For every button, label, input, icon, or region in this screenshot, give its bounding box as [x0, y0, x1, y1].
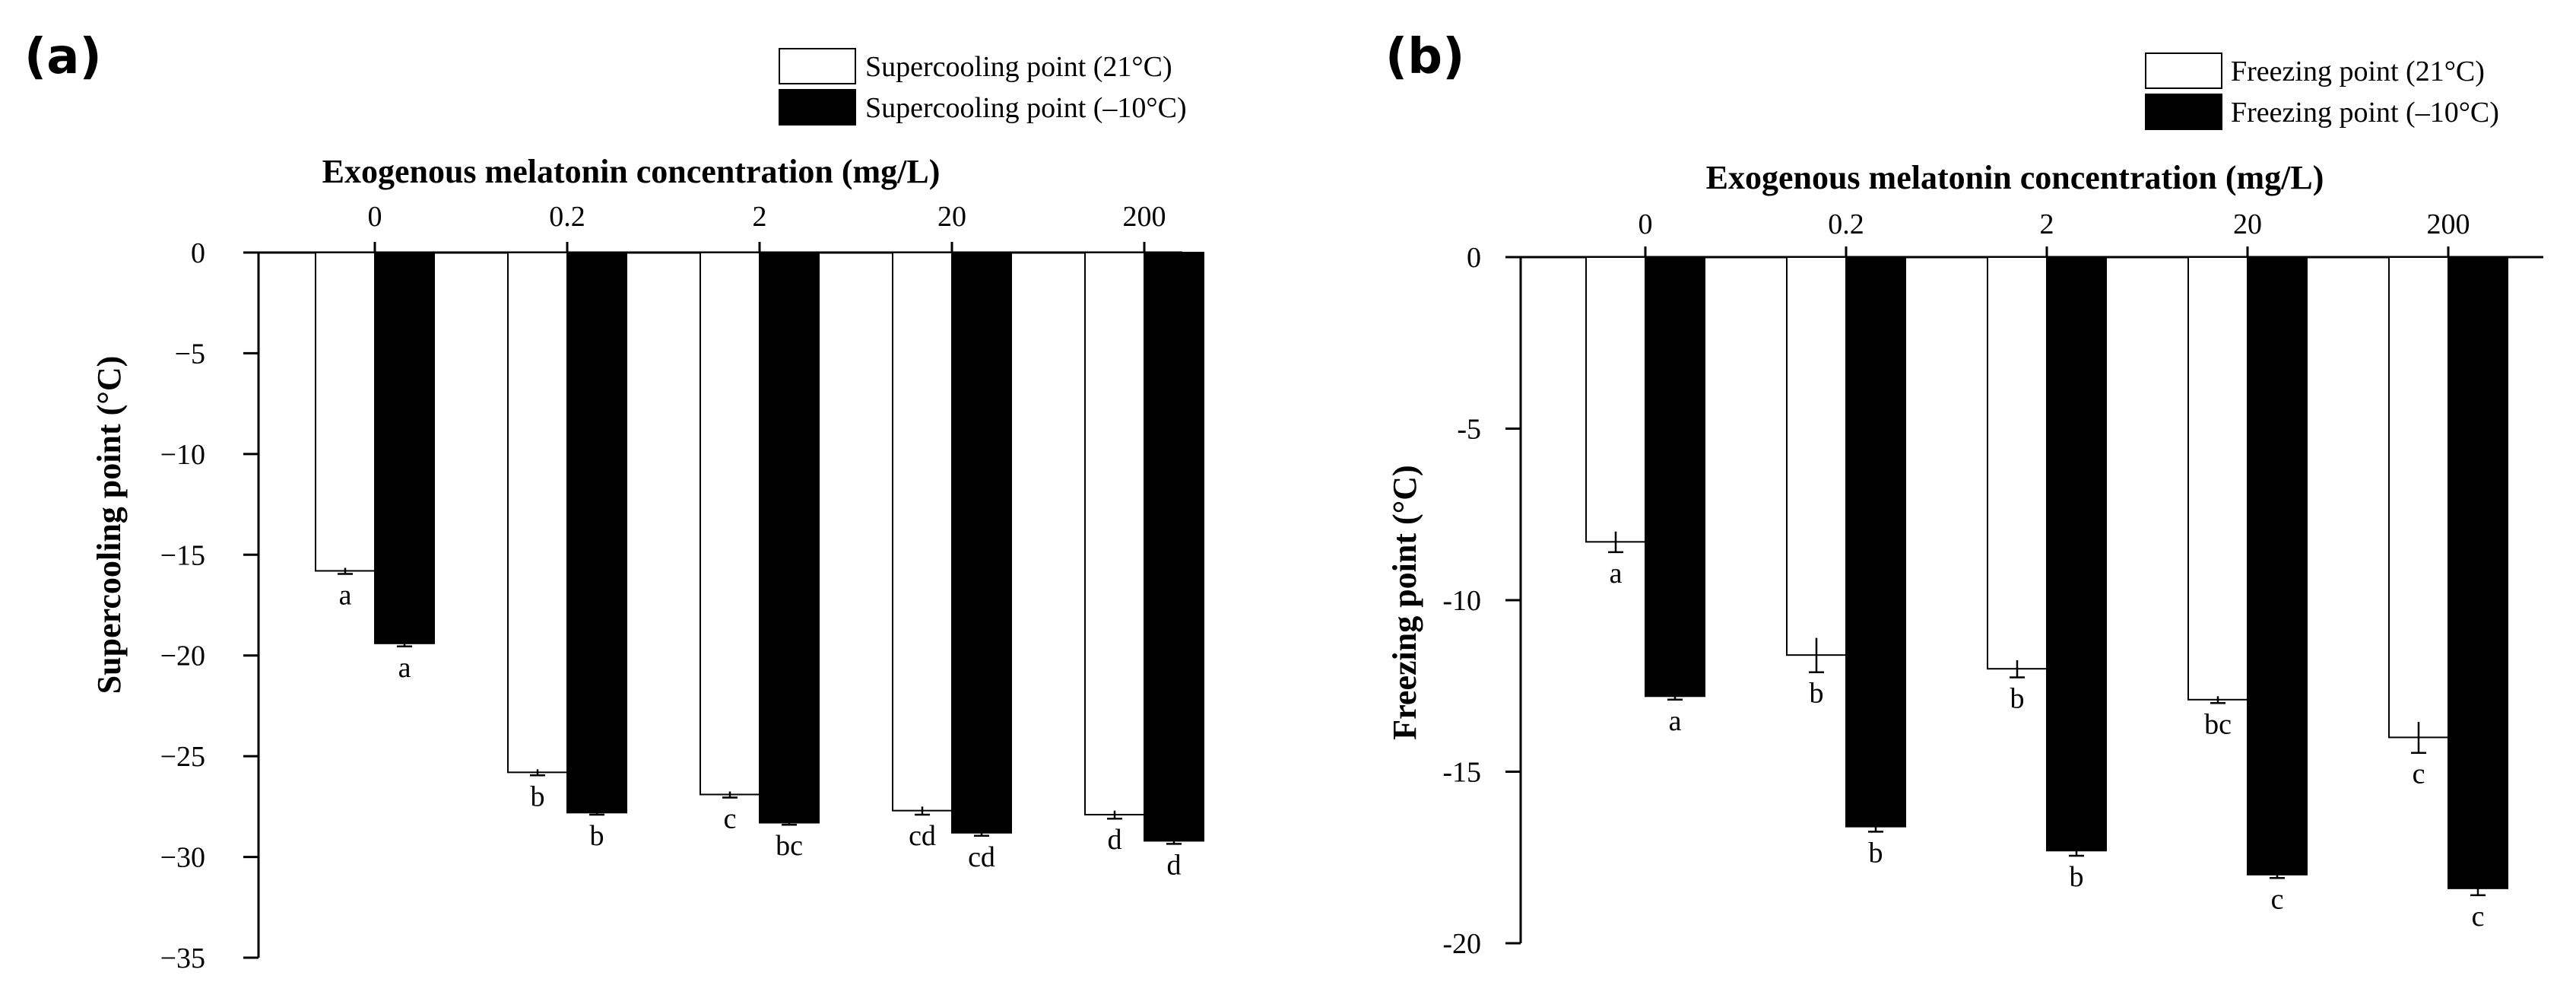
bar-a-s0-c4	[1084, 252, 1145, 815]
significance-label-a: b	[590, 820, 604, 852]
bar-b-s1-c1	[1845, 256, 1906, 828]
x-tick-label-b: 200	[2427, 208, 2470, 240]
bar-a-s0-c2	[700, 252, 760, 796]
x-axis-title-b: Exogenous melatonin concentration (mg/L)	[1706, 159, 2324, 196]
legend-label-b-0: Freezing point (21°C)	[2231, 56, 2485, 87]
x-tick-label-b: 2	[2040, 208, 2054, 240]
legend-swatch-b-0	[2145, 52, 2222, 89]
y-tick-label-a: −5	[175, 338, 205, 370]
significance-label-b: b	[1810, 678, 1824, 710]
legend-b: Freezing point (21°C) Freezing point (–10…	[2145, 52, 2499, 130]
bar-a-s1-c1	[566, 252, 627, 814]
bar-a-s0-c0	[315, 252, 376, 572]
significance-label-a: b	[531, 780, 545, 812]
panel-label-b: (b)	[1385, 29, 1464, 85]
panel-label-a: (a)	[24, 29, 102, 85]
significance-label-a: bc	[776, 830, 803, 862]
y-tick-label-a: −35	[160, 942, 205, 974]
x-tick-label-b: 0	[1639, 208, 1653, 240]
significance-label-b: b	[1869, 837, 1883, 869]
legend-swatch-a-0	[779, 48, 856, 84]
significance-label-a: a	[398, 652, 411, 684]
bar-a-s0-c3	[892, 252, 953, 812]
significance-label-b: c	[2472, 901, 2485, 933]
legend-label-a-0: Supercooling point (21°C)	[865, 51, 1172, 83]
x-tick-label-b: 0.2	[1828, 208, 1864, 240]
y-tick-label-b: -15	[1442, 757, 1481, 789]
axes-b: 0 -5 -10 -15 -20 0 0.2 2 20 200	[1442, 208, 2543, 960]
bar-b-s0-c4	[2388, 256, 2449, 739]
bar-b-s1-c0	[1645, 256, 1705, 698]
bar-a-s1-c4	[1144, 252, 1204, 842]
significance-label-b: c	[2271, 883, 2284, 915]
x-tick-label-a: 0	[368, 201, 382, 233]
legend-a: Supercooling point (21°C) Supercooling po…	[779, 48, 1187, 126]
y-tick-label-a: −15	[160, 539, 205, 571]
x-tick-label-a: 2	[753, 201, 767, 233]
bar-a-s1-c2	[759, 252, 820, 824]
bar-b-s0-c0	[1585, 256, 1646, 543]
significance-label-b: a	[1669, 705, 1682, 737]
significance-label-a: cd	[909, 820, 936, 852]
y-tick-label-a: 0	[191, 237, 205, 269]
bar-b-s1-c2	[2046, 256, 2107, 852]
y-axis-title-b: Freezing point (°C)	[1386, 465, 1423, 739]
significance-label-a: a	[339, 579, 352, 611]
x-tick-label-a: 20	[937, 201, 966, 233]
y-tick-label-a: −30	[160, 842, 205, 874]
bar-b-s1-c4	[2448, 256, 2508, 889]
bar-b-s0-c1	[1786, 256, 1847, 656]
y-tick-label-a: −20	[160, 640, 205, 672]
axes-a: 0 −5 −10 −15 −20 −25 −30 −35 0 0.2 2 20 200	[160, 201, 1182, 974]
significance-label-b: a	[1610, 558, 1623, 590]
x-axis-title-a: Exogenous melatonin concentration (mg/L)	[322, 153, 941, 190]
chart-panel-b: (b) Exogenous melatonin concentration (m…	[1385, 29, 2543, 960]
x-tick-label-a: 200	[1123, 201, 1166, 233]
bar-a-s0-c1	[507, 252, 568, 774]
legend-label-b-1: Freezing point (–10°C)	[2231, 97, 2499, 129]
y-tick-label-b: -5	[1457, 414, 1481, 446]
bar-a-s1-c3	[951, 252, 1012, 834]
legend-label-a-1: Supercooling point (–10°C)	[865, 92, 1187, 124]
significance-label-a: d	[1108, 824, 1122, 856]
significance-label-b: c	[2413, 758, 2425, 790]
significance-label-b: b	[2010, 682, 2025, 714]
significance-label-b: bc	[2204, 708, 2232, 740]
y-tick-label-a: −25	[160, 741, 205, 773]
significance-label-a: c	[724, 803, 737, 834]
legend-swatch-b-1	[2145, 94, 2222, 130]
bar-b-s0-c3	[2187, 256, 2248, 701]
y-tick-label-b: -10	[1442, 585, 1481, 617]
bar-b-s0-c2	[1987, 256, 2048, 670]
significance-label-a: cd	[968, 841, 995, 873]
significance-label-b: b	[2070, 861, 2084, 893]
legend-swatch-a-1	[779, 89, 856, 126]
y-tick-label-a: −10	[160, 439, 205, 471]
y-axis-title-a: Supercooling point (°C)	[90, 356, 128, 694]
chart-panel-a: (a) Exogenous melatonin concentration (m…	[24, 29, 1204, 974]
bar-b-s1-c3	[2247, 256, 2308, 876]
y-tick-label-b: -20	[1442, 928, 1481, 960]
significance-label-a: d	[1167, 849, 1182, 881]
x-tick-label-b: 20	[2233, 208, 2262, 240]
y-tick-label-b: 0	[1467, 242, 1481, 274]
x-tick-label-a: 0.2	[549, 201, 585, 233]
bar-a-s1-c0	[374, 252, 435, 644]
